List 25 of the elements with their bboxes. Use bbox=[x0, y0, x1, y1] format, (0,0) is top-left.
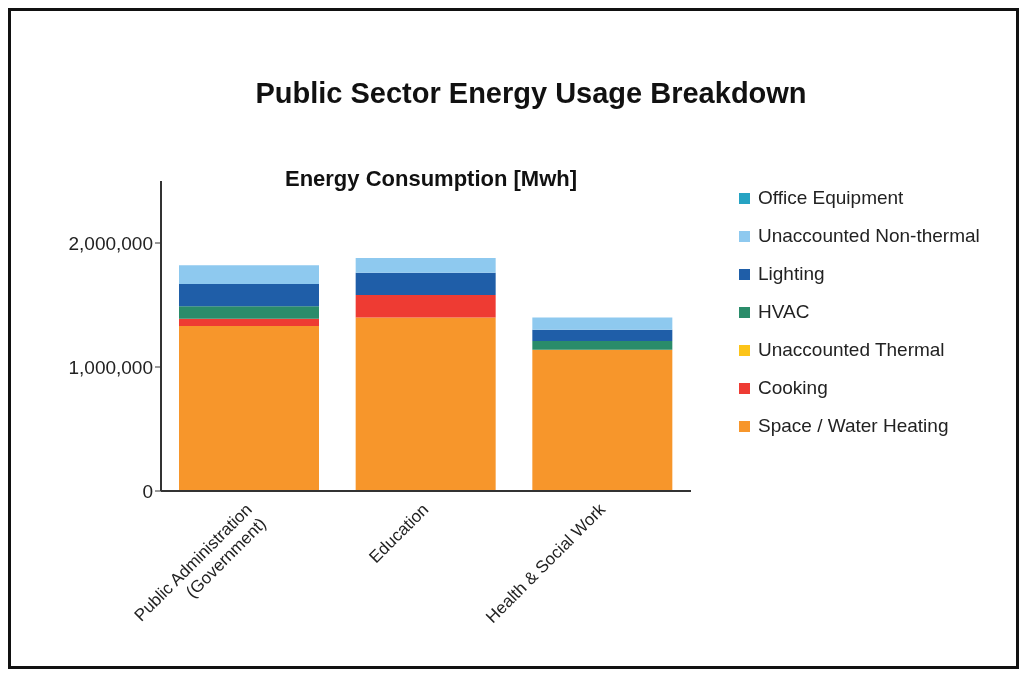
chart-subtitle: Energy Consumption [Mwh] bbox=[283, 166, 579, 192]
bar bbox=[355, 317, 496, 491]
bar bbox=[355, 272, 496, 296]
bar bbox=[355, 257, 496, 273]
legend-label: Cooking bbox=[758, 376, 829, 400]
bar bbox=[179, 306, 319, 319]
y-tick-label: 0 bbox=[142, 480, 153, 502]
legend-label: HVAC bbox=[758, 300, 811, 324]
legend-label: Lighting bbox=[758, 262, 826, 286]
legend-label: Unaccounted Thermal bbox=[758, 338, 946, 362]
bar bbox=[532, 349, 673, 491]
bar bbox=[532, 340, 673, 350]
bar bbox=[179, 326, 319, 491]
legend-label: Unaccounted Non-thermal bbox=[758, 224, 981, 248]
y-tick-label: 2,000,000 bbox=[68, 232, 153, 254]
bar bbox=[532, 329, 673, 341]
chart-title: Public Sector Energy Usage Breakdown bbox=[254, 77, 808, 110]
y-tick-label: 1,000,000 bbox=[68, 356, 153, 378]
bar bbox=[179, 265, 319, 284]
bar bbox=[532, 317, 673, 330]
bar bbox=[179, 318, 319, 327]
legend-label: Space / Water Heating bbox=[758, 414, 950, 438]
bar bbox=[179, 283, 319, 307]
legend-label: Office Equipment bbox=[758, 186, 905, 210]
bar bbox=[355, 295, 496, 318]
